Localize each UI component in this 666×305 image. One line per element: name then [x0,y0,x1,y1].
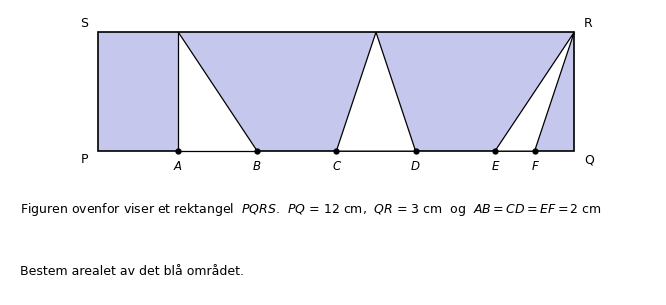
Text: Figuren ovenfor viser et rektangel  $PQRS$.  $PQ$ = 12 cm,  $QR$ = 3 cm  og  $AB: Figuren ovenfor viser et rektangel $PQRS… [20,201,602,218]
Text: A: A [174,160,182,173]
Text: F: F [531,160,538,173]
Polygon shape [178,32,257,151]
Text: Bestem arealet av det blå området.: Bestem arealet av det blå området. [20,265,244,278]
Polygon shape [336,32,416,151]
Polygon shape [495,32,574,151]
Polygon shape [99,32,574,151]
Text: C: C [332,160,340,173]
Text: D: D [411,160,420,173]
Text: Q: Q [584,153,594,166]
Text: E: E [492,160,499,173]
Text: S: S [81,17,89,30]
Text: R: R [584,17,593,30]
Text: B: B [253,160,261,173]
Text: P: P [81,153,89,166]
